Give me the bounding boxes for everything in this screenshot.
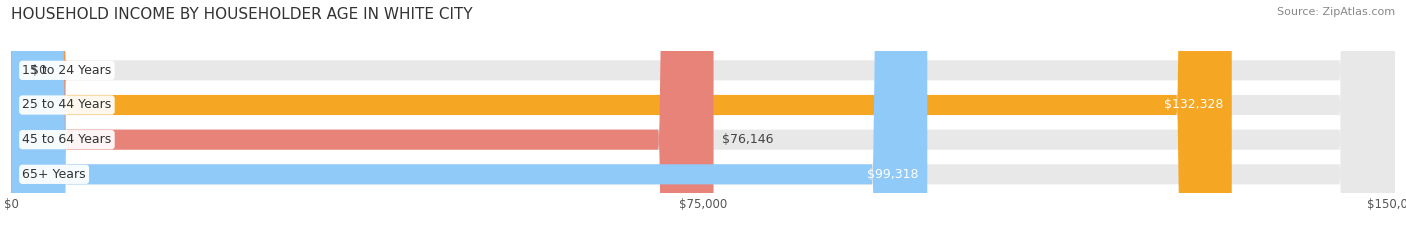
Text: $76,146: $76,146	[721, 133, 773, 146]
FancyBboxPatch shape	[0, 0, 66, 233]
FancyBboxPatch shape	[11, 0, 1395, 233]
Text: 25 to 44 Years: 25 to 44 Years	[22, 99, 111, 112]
FancyBboxPatch shape	[11, 0, 928, 233]
Text: $99,318: $99,318	[868, 168, 920, 181]
FancyBboxPatch shape	[11, 0, 1232, 233]
Text: $0: $0	[31, 64, 46, 77]
FancyBboxPatch shape	[11, 0, 1395, 233]
Text: 45 to 64 Years: 45 to 64 Years	[22, 133, 111, 146]
FancyBboxPatch shape	[11, 0, 714, 233]
FancyBboxPatch shape	[11, 0, 1395, 233]
Text: Source: ZipAtlas.com: Source: ZipAtlas.com	[1277, 7, 1395, 17]
Text: 65+ Years: 65+ Years	[22, 168, 86, 181]
Text: $132,328: $132,328	[1164, 99, 1223, 112]
FancyBboxPatch shape	[11, 0, 1395, 233]
Text: HOUSEHOLD INCOME BY HOUSEHOLDER AGE IN WHITE CITY: HOUSEHOLD INCOME BY HOUSEHOLDER AGE IN W…	[11, 7, 472, 22]
Text: 15 to 24 Years: 15 to 24 Years	[22, 64, 111, 77]
